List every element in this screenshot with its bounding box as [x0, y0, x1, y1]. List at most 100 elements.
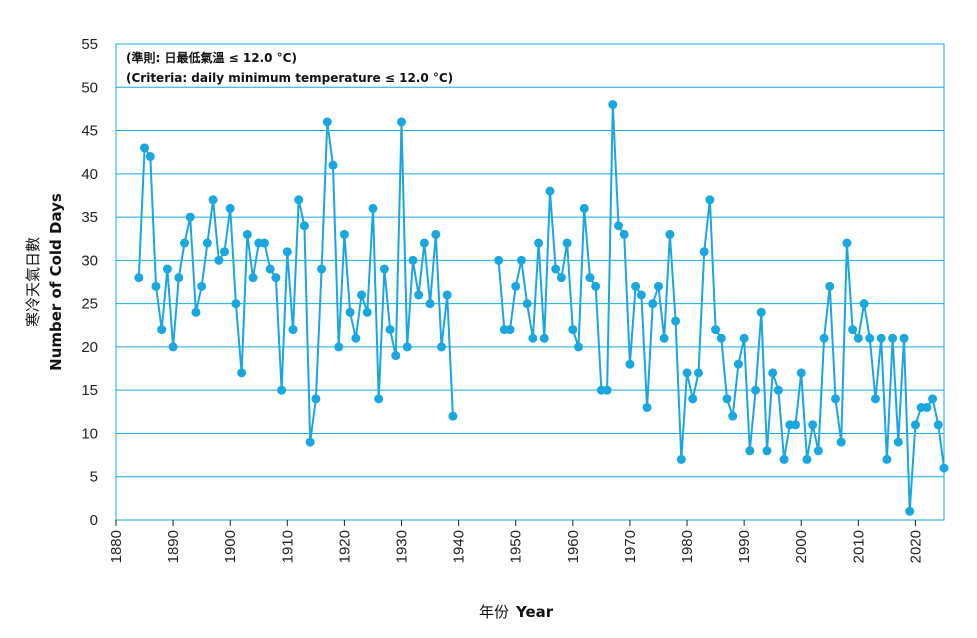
data-point-1979 — [676, 454, 686, 464]
y-axis-title-english: Number of Cold Days — [47, 193, 65, 371]
data-point-1916 — [317, 264, 327, 274]
data-point-1889 — [162, 264, 172, 274]
data-point-2018 — [899, 333, 909, 343]
data-point-2003 — [813, 446, 823, 456]
data-point-1963 — [585, 273, 595, 283]
data-point-2020 — [910, 420, 920, 430]
data-point-2004 — [819, 333, 829, 343]
data-point-1891 — [174, 273, 184, 283]
data-point-1981 — [688, 394, 698, 404]
data-point-1898 — [214, 255, 224, 265]
data-point-1997 — [779, 454, 789, 464]
data-point-1959 — [562, 238, 572, 248]
data-point-1902 — [237, 368, 247, 378]
x-tick-label-1890: 1890 — [165, 530, 182, 563]
data-point-2007 — [836, 437, 846, 447]
data-point-1949 — [505, 325, 515, 335]
data-point-1995 — [768, 368, 778, 378]
data-point-2015 — [882, 454, 892, 464]
y-tick-label-30: 30 — [81, 252, 98, 269]
data-point-1958 — [556, 273, 566, 283]
data-point-1928 — [385, 325, 395, 335]
y-tick-label-45: 45 — [81, 123, 98, 140]
data-point-1913 — [299, 221, 309, 231]
data-point-1920 — [339, 229, 349, 239]
data-point-1960 — [568, 325, 578, 335]
series-line-segment-2 — [497, 103, 945, 513]
data-point-1999 — [791, 420, 801, 430]
data-point-1915 — [311, 394, 321, 404]
data-point-1964 — [591, 281, 601, 291]
data-point-1952 — [522, 299, 532, 309]
data-point-1929 — [391, 351, 401, 361]
data-point-1954 — [534, 238, 544, 248]
data-point-1973 — [642, 402, 652, 412]
data-point-1986 — [716, 333, 726, 343]
data-point-1887 — [151, 281, 161, 291]
data-point-1897 — [208, 195, 218, 205]
data-point-1885 — [140, 143, 150, 153]
x-tick-label-1970: 1970 — [622, 530, 639, 563]
y-tick-label-20: 20 — [81, 339, 98, 356]
data-point-2025 — [939, 463, 949, 473]
data-point-2012 — [865, 333, 875, 343]
data-point-1969 — [619, 229, 629, 239]
data-point-1991 — [745, 446, 755, 456]
data-point-1903 — [242, 229, 252, 239]
data-point-1904 — [248, 273, 258, 283]
data-point-1962 — [579, 203, 589, 213]
x-tick-label-1930: 1930 — [394, 530, 411, 563]
x-tick-label-1980: 1980 — [679, 530, 696, 563]
data-point-1908 — [271, 273, 281, 283]
data-point-1914 — [305, 437, 315, 447]
data-point-2014 — [876, 333, 886, 343]
data-point-1982 — [693, 368, 703, 378]
data-point-2000 — [796, 368, 806, 378]
data-point-1956 — [545, 186, 555, 196]
data-point-1977 — [665, 229, 675, 239]
data-point-1939 — [448, 411, 458, 421]
data-point-1892 — [180, 238, 190, 248]
data-point-1933 — [414, 290, 424, 300]
data-point-2023 — [928, 394, 938, 404]
data-point-1886 — [145, 152, 155, 162]
y-tick-label-10: 10 — [81, 425, 98, 442]
data-point-1953 — [528, 333, 538, 343]
data-point-1966 — [602, 385, 612, 395]
data-point-1950 — [511, 281, 521, 291]
data-point-1978 — [671, 316, 681, 326]
data-point-2009 — [848, 325, 858, 335]
data-point-1994 — [762, 446, 772, 456]
data-point-1957 — [551, 264, 561, 274]
y-tick-label-25: 25 — [81, 296, 98, 313]
data-point-1974 — [648, 299, 658, 309]
data-point-1984 — [705, 195, 715, 205]
x-tick-label-1920: 1920 — [336, 530, 353, 563]
data-point-2019 — [905, 506, 915, 516]
data-point-1926 — [374, 394, 384, 404]
data-point-1947 — [494, 255, 504, 265]
data-point-1992 — [751, 385, 761, 395]
data-point-1937 — [436, 342, 446, 352]
data-point-1894 — [191, 307, 201, 317]
data-point-2022 — [922, 402, 932, 412]
data-point-1955 — [539, 333, 549, 343]
data-point-1901 — [231, 299, 241, 309]
data-point-2010 — [853, 333, 863, 343]
data-point-2001 — [802, 454, 812, 464]
data-point-2017 — [893, 437, 903, 447]
data-point-1899 — [219, 247, 229, 257]
x-axis-title-english: Year — [515, 603, 554, 621]
data-point-1967 — [608, 100, 618, 110]
data-point-1896 — [202, 238, 212, 248]
y-tick-label-15: 15 — [81, 382, 98, 399]
data-point-1989 — [733, 359, 743, 369]
data-point-1932 — [408, 255, 418, 265]
data-point-1934 — [419, 238, 429, 248]
plot-area-frame — [115, 43, 945, 521]
x-tick-label-2000: 2000 — [793, 530, 810, 563]
data-point-1980 — [682, 368, 692, 378]
data-point-1884 — [134, 273, 144, 283]
data-point-1961 — [574, 342, 584, 352]
data-point-1923 — [357, 290, 367, 300]
